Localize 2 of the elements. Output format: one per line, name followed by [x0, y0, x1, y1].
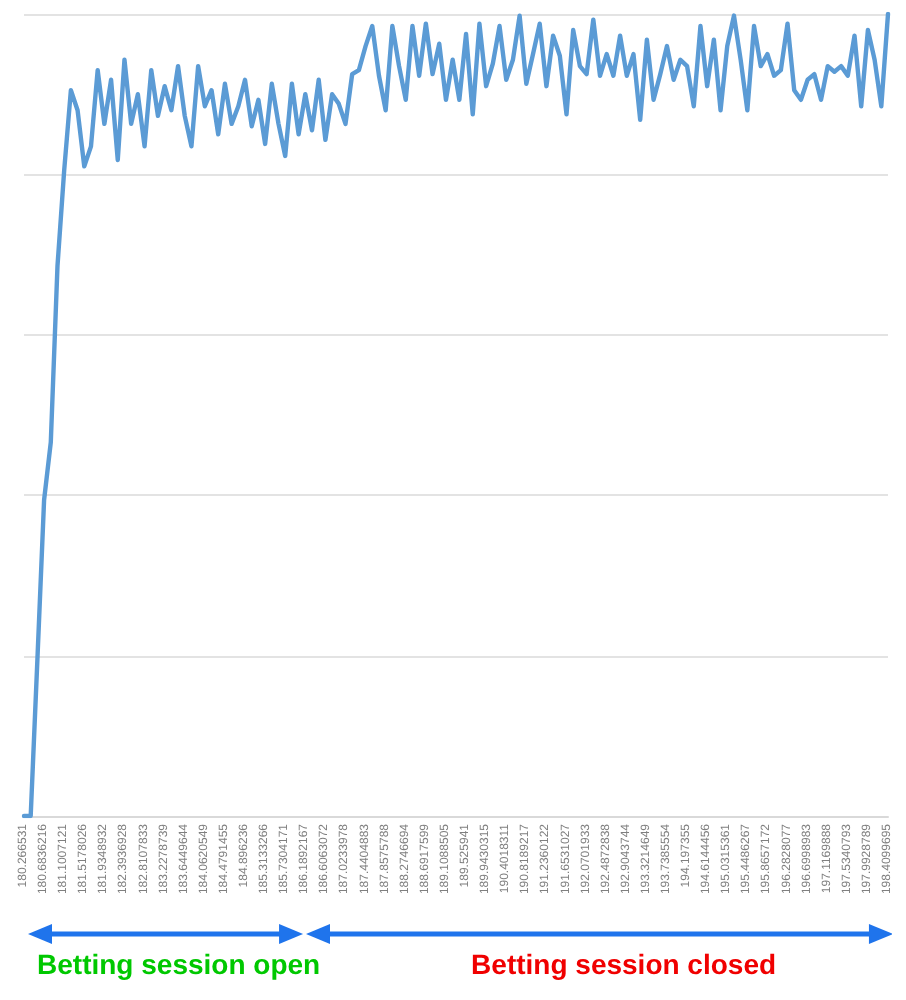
text: Betting session open — [37, 948, 321, 980]
text: Betting session closed — [471, 948, 777, 980]
